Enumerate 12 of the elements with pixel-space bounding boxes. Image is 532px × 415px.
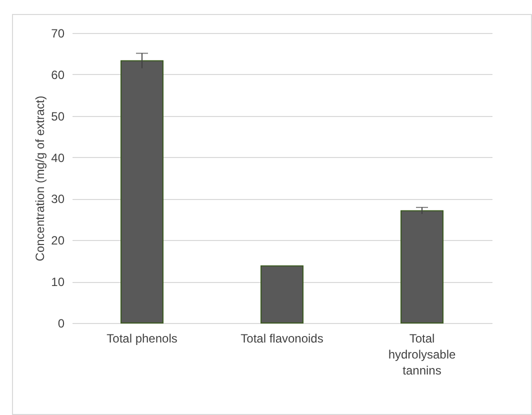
y-tick-label: 30 [51, 192, 65, 206]
y-tick-label: 60 [51, 68, 65, 82]
y-tick-label: 0 [58, 316, 65, 330]
y-tick-label: 50 [51, 109, 65, 124]
x-tick-label: Total hydrolysable tannins [388, 332, 456, 378]
y-tick-label: 40 [51, 150, 65, 165]
x-tick-label: Total flavonoids [240, 332, 324, 346]
y-axis-title: Concentration (mg/g of extract) [33, 96, 48, 262]
y-tick-label: 70 [51, 26, 65, 40]
y-tick-label: 10 [51, 275, 65, 290]
y-tick-label: 20 [51, 234, 65, 248]
x-tick-label: Total phenols [106, 332, 178, 346]
